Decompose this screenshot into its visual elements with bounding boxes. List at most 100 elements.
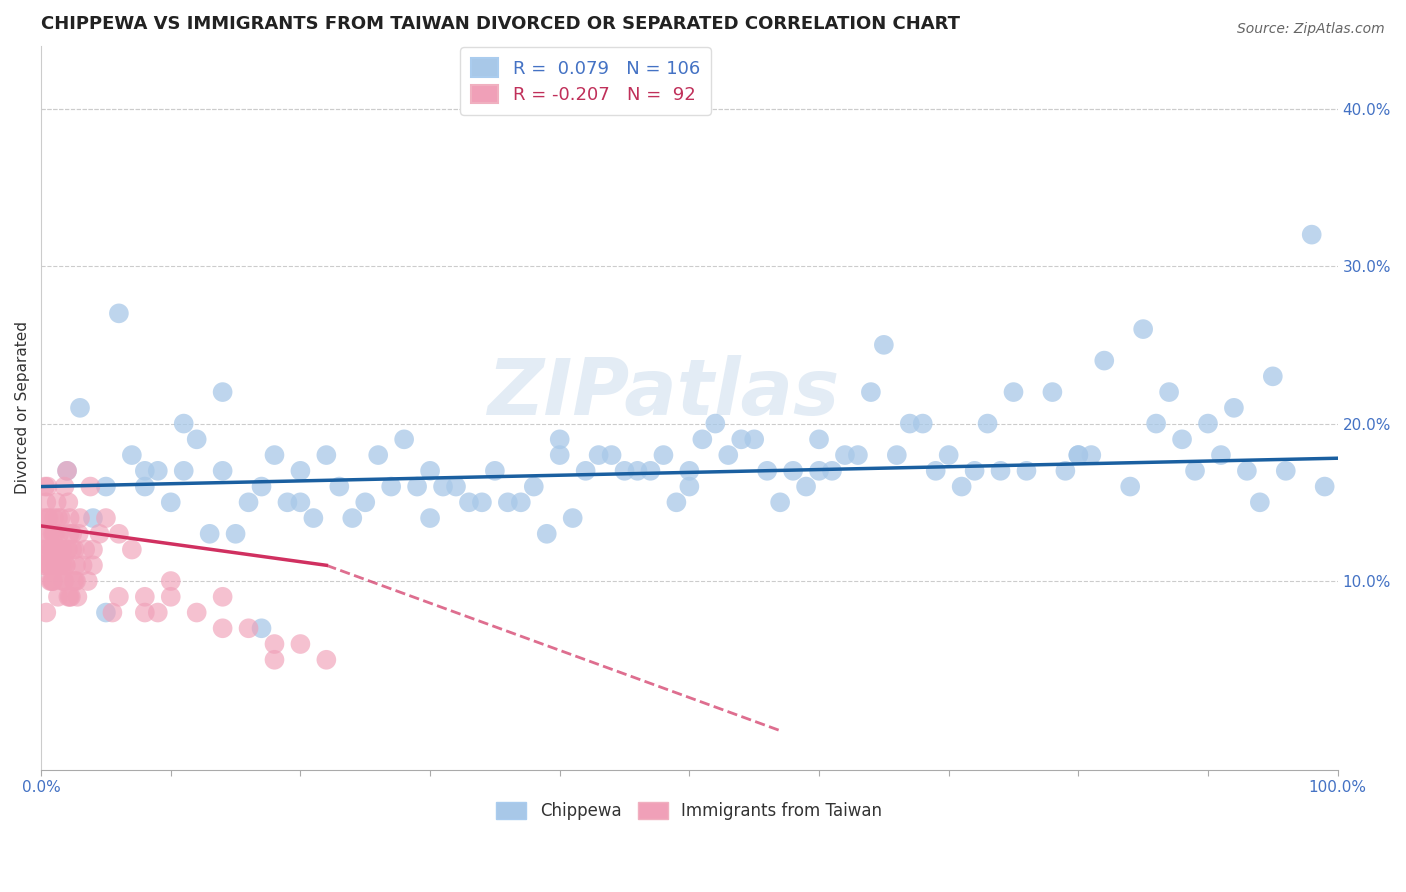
Point [34,479,56,493]
Point [742,433,765,447]
Point [44,558,66,573]
Point [1171,433,1194,447]
Point [94,511,117,525]
Point [31,542,53,557]
Point [82,542,104,557]
Point [1054,464,1077,478]
Point [1261,369,1284,384]
Point [367,448,389,462]
Point [32,558,55,573]
Text: CHIPPEWA VS IMMIGRANTS FROM TAIWAN DIVORCED OR SEPARATED CORRELATION CHART: CHIPPEWA VS IMMIGRANTS FROM TAIWAN DIVOR… [41,15,960,33]
Point [59,511,82,525]
Point [1144,417,1167,431]
Point [34,526,56,541]
Point [1223,401,1246,415]
Point [808,433,831,447]
Point [35,495,58,509]
Point [380,479,402,493]
Point [834,448,856,462]
Point [561,511,583,525]
Point [1067,448,1090,462]
Point [59,526,82,541]
Text: Source: ZipAtlas.com: Source: ZipAtlas.com [1237,22,1385,37]
Point [315,448,337,462]
Point [342,511,364,525]
Point [873,338,896,352]
Point [58,542,80,557]
Point [640,464,662,478]
Point [859,385,882,400]
Point [42,574,65,588]
Point [159,574,181,588]
Point [32,511,55,525]
Point [652,448,675,462]
Point [52,558,75,573]
Point [38,558,60,573]
Point [59,590,82,604]
Point [950,479,973,493]
Point [31,542,53,557]
Point [1184,464,1206,478]
Point [509,495,531,509]
Point [846,448,869,462]
Point [963,464,986,478]
Point [41,574,63,588]
Point [53,479,76,493]
Point [159,495,181,509]
Point [82,511,104,525]
Point [134,479,156,493]
Point [44,526,66,541]
Point [444,479,467,493]
Point [34,558,56,573]
Point [39,526,62,541]
Point [1236,464,1258,478]
Point [69,401,91,415]
Point [146,606,169,620]
Point [225,526,247,541]
Point [42,526,65,541]
Point [42,574,65,588]
Point [52,574,75,588]
Point [134,606,156,620]
Point [108,306,131,320]
Point [108,590,131,604]
Point [75,542,97,557]
Point [756,464,779,478]
Point [41,542,63,557]
Point [665,495,688,509]
Point [45,558,67,573]
Point [41,542,63,557]
Point [121,542,143,557]
Point [1042,385,1064,400]
Point [263,448,285,462]
Point [173,464,195,478]
Point [276,495,298,509]
Point [1092,353,1115,368]
Point [134,464,156,478]
Point [432,479,454,493]
Point [42,526,65,541]
Point [600,448,623,462]
Point [37,479,59,493]
Point [46,590,69,604]
Point [211,464,233,478]
Point [42,511,65,525]
Point [692,433,714,447]
Point [1080,448,1102,462]
Point [548,448,571,462]
Point [730,433,752,447]
Point [496,495,519,509]
Point [458,495,481,509]
Point [63,574,86,588]
Point [66,590,89,604]
Point [238,495,260,509]
Point [1197,417,1219,431]
Point [56,542,79,557]
Point [588,448,610,462]
Point [121,448,143,462]
Point [101,606,124,620]
Point [35,606,58,620]
Point [1274,464,1296,478]
Point [769,495,792,509]
Point [108,526,131,541]
